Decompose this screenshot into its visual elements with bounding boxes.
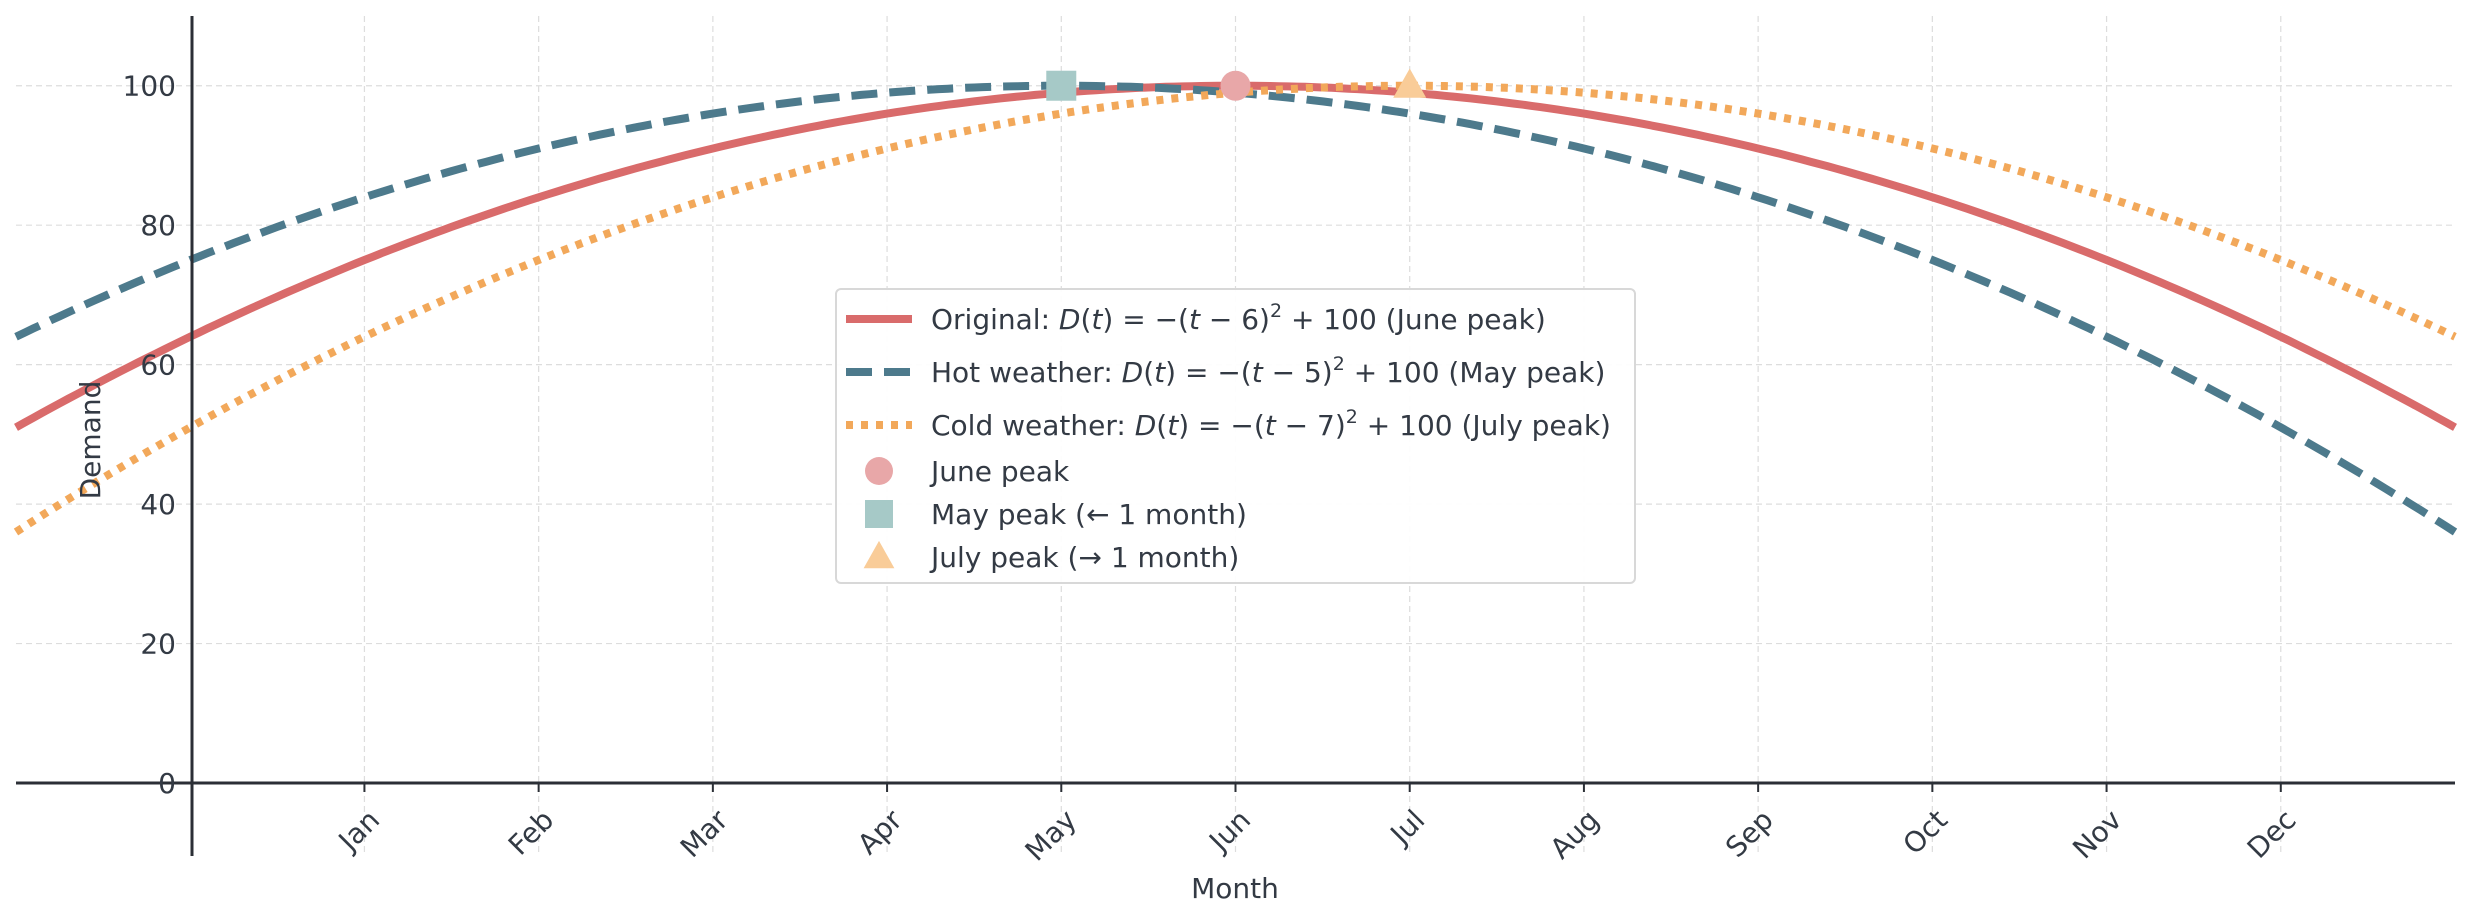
legend-marker-circle [865, 457, 893, 485]
legend-item-solid: Original: D(t) = −(t − 6)2 + 100 (June p… [846, 300, 1546, 336]
y-tick-label: 20 [140, 628, 176, 661]
x-tick-label: Jan [331, 803, 386, 858]
x-tick-label: Feb [502, 803, 560, 861]
legend: Original: D(t) = −(t − 6)2 + 100 (June p… [835, 288, 1636, 584]
y-axis-label: Demand [74, 381, 107, 500]
legend-label: Hot weather: D(t) = −(t − 5)2 + 100 (May… [931, 353, 1605, 389]
x-ticks: Jan Feb Mar Apr May Jun Jul Aug Sep Oct Nov Dec [331, 783, 2303, 868]
x-axis-label: Month [1191, 872, 1279, 905]
peak-marker-circle [1220, 70, 1251, 101]
legend-item-dashed: Hot weather: D(t) = −(t − 5)2 + 100 (May… [846, 353, 1605, 389]
legend-label: July peak (→ 1 month) [929, 541, 1239, 574]
y-ticks: 0 20 40 60 80 100 [123, 70, 176, 800]
peak-marker-triangle [1393, 68, 1427, 98]
legend-item-dotted: Cold weather: D(t) = −(t − 7)2 + 100 (Ju… [846, 406, 1611, 442]
x-tick-label: Jun [1201, 803, 1257, 859]
legend-marker-square [865, 500, 893, 528]
y-tick-label: 40 [140, 488, 176, 521]
x-tick-label: Mar [674, 803, 735, 864]
x-tick-label: Oct [1896, 803, 1954, 861]
x-tick-label: Aug [1544, 803, 1606, 865]
legend-label: Cold weather: D(t) = −(t − 7)2 + 100 (Ju… [931, 406, 1611, 442]
y-tick-label: 60 [140, 349, 176, 382]
y-tick-label: 0 [158, 767, 176, 800]
legend-item-circle: June peak [865, 455, 1070, 488]
legend-item-square: May peak (← 1 month) [865, 498, 1247, 531]
peak-marker-square [1046, 70, 1077, 101]
legend-marker-triangle [863, 540, 895, 569]
x-tick-label: Sep [1719, 803, 1780, 864]
legend-item-triangle: July peak (→ 1 month) [863, 540, 1239, 574]
x-tick-label: May [1019, 803, 1083, 867]
legend-label: Original: D(t) = −(t − 6)2 + 100 (June p… [931, 300, 1546, 336]
legend-label: May peak (← 1 month) [931, 498, 1247, 531]
x-tick-label: Jul [1383, 803, 1432, 852]
y-tick-label: 100 [123, 70, 176, 103]
y-tick-label: 80 [140, 209, 176, 242]
legend-frame [835, 288, 1636, 584]
peak-markers [1046, 68, 1427, 101]
x-tick-label: Nov [2066, 803, 2128, 865]
legend-label: June peak [929, 455, 1070, 488]
x-tick-label: Dec [2241, 803, 2303, 865]
x-tick-label: Apr [851, 803, 909, 861]
